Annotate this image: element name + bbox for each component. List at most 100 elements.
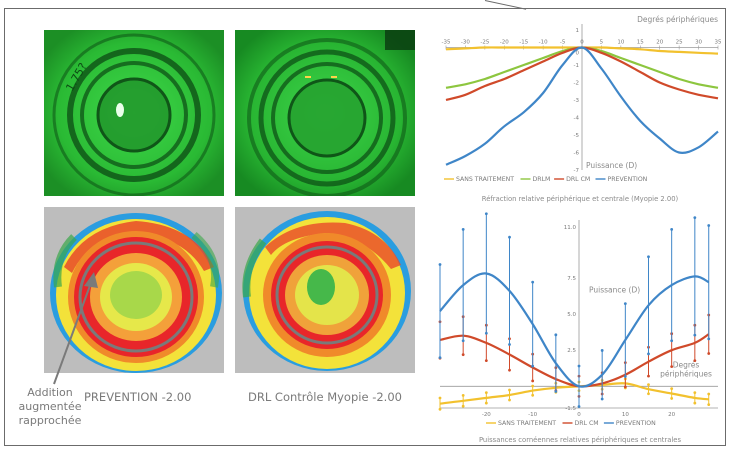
figure-frame [4,8,726,446]
error-cap [707,224,711,227]
error-cap [508,343,511,346]
error-cap [623,375,627,378]
x-axis-label: Degrés périphériques [637,15,718,24]
error-cap [670,228,674,231]
error-cap [623,302,627,305]
topography-map-prevention [44,207,224,373]
x-tick-label: -20 [482,412,491,418]
legend-entry: DRLM [533,176,551,183]
caption-prevention: PREVENTION -2.00 [84,390,192,404]
annotation-line-3: rapprochée [18,414,82,427]
y-tick-label: 1 [576,28,580,34]
error-cap [484,212,488,216]
error-cap [554,390,558,393]
y-tick-label: 5.0 [567,312,576,318]
error-cap [693,333,697,337]
x-tick-label: 30 [695,40,702,46]
error-cap [647,352,650,356]
y-axis-label: Puissance (D) [586,161,637,170]
y-tick-label: -4 [574,116,580,122]
error-cap [461,339,465,343]
x-tick-label: 25 [676,40,683,46]
chart-refraction: -35 -30 -25 -20 -15 -10 -5 0 5 10 15 20 25 30 351-1-2-… [442,15,722,203]
error-cap [693,401,697,405]
series-line [439,272,710,388]
error-cap [508,388,511,392]
x-tick-label: 10 [617,40,624,46]
x-tick-label: 15 [637,40,644,46]
legend-entry: SANS TRAITEMENT [498,420,556,427]
error-cap [484,401,488,405]
x-tick-label: -30 [461,40,470,46]
error-cap [461,228,465,231]
error-cap [484,359,488,363]
y-tick-label: -5 [574,133,580,139]
caption-drl: DRL Contrôle Myopie -2.00 [248,390,402,404]
x-axis-label-line2: périphériques [660,370,712,379]
chart-title: Puissances cornéennes relatives périphér… [479,436,682,444]
y-tick-label: -6 [574,151,580,157]
x-tick-label: 35 [715,40,722,46]
error-cap [670,365,674,369]
error-cap [438,396,442,400]
legend-entry: SANS TRAITEMENT [456,176,514,183]
y-tick-label: -1 [574,63,579,69]
legend-entry: DRL CM [575,420,599,427]
x-tick-label: 0 [580,40,584,46]
error-cap [577,364,581,368]
error-cap [508,368,511,372]
error-cap [647,255,650,259]
error-cap [531,379,535,383]
legend-entry: PREVENTION [608,176,648,183]
annotation-addition: Addition augmentée rapprochée [10,386,90,428]
error-cap [670,397,674,400]
error-cap [707,337,711,341]
y-tick-label: -3 [574,98,580,104]
error-cap [531,280,535,284]
y-tick-label: 11.0 [564,225,577,231]
error-cap [577,405,581,408]
error-cap [461,404,465,408]
error-cap [438,407,442,411]
error-cap [707,403,711,407]
x-tick-label: 20 [656,40,663,46]
chart-corneal-power: -20 -10 0 10 20 11.0 7.5 5.0 2.5 -1.5 Puissance (D… [438,212,718,444]
legend-entry: DRL CM [566,176,590,183]
y-tick-label: -1.5 [565,406,576,412]
y-tick-label: 2.5 [567,348,576,354]
error-cap [693,216,697,220]
error-cap [707,392,711,396]
error-cap [531,364,535,368]
error-cap [508,235,511,239]
x-tick-label: -5 [560,40,566,46]
chart-title: Réfraction relative périphérique et cent… [482,195,679,203]
error-cap [693,391,697,395]
error-cap [647,374,650,378]
fluorescein-image-drl [235,30,415,196]
legend-entry: PREVENTION [616,420,656,427]
x-tick-label: -10 [539,40,548,46]
x-tick-label: -20 [500,40,509,46]
error-cap [670,339,674,343]
x-tick-label: 20 [668,412,675,418]
x-tick-label: -35 [442,40,451,46]
error-cap [484,391,488,395]
error-cap [438,356,442,360]
x-tick-label: -10 [528,412,537,418]
y-tick-label-zero: 0 [576,51,580,57]
error-cap [461,353,465,357]
topography-map-drl [235,207,415,373]
y-tick-label: -2 [574,81,579,87]
error-cap [600,397,604,401]
x-axis-label-line1: Degrés [673,361,700,370]
error-cap [438,263,442,266]
error-cap [531,384,535,388]
annotation-line-2: augmentée [18,400,82,413]
error-cap [554,333,558,337]
x-tick-label: -25 [480,40,489,46]
series-line [439,333,710,388]
x-tick-label: 10 [622,412,629,418]
x-tick-label: 0 [577,412,581,418]
error-cap [531,393,535,397]
